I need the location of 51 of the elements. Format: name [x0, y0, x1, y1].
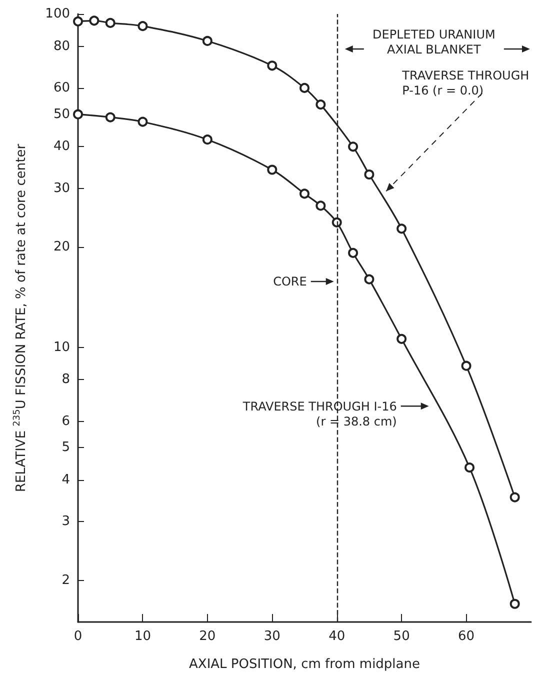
point [202, 134, 212, 145]
annotation: CORE [273, 274, 307, 289]
annotation: DEPLETED URANIUM AXIAL BLANKET [372, 28, 496, 56]
x-tick-label: 60 [458, 629, 475, 644]
y-tick-label: 5 [62, 440, 70, 456]
point [348, 248, 358, 258]
annotation: TRAVERSE THROUGH I-16 (r = 38.8 cm) [242, 400, 397, 429]
x-tick-label: 50 [393, 629, 410, 644]
point [316, 200, 326, 211]
point [138, 21, 148, 32]
y-tick-label: 6 [62, 414, 70, 429]
point [105, 18, 116, 28]
y-tick-label: 8 [62, 372, 70, 388]
point [300, 188, 310, 199]
point [267, 60, 278, 71]
y-tick-label: 100 [45, 6, 70, 22]
y-tick-label: 3 [62, 514, 70, 530]
x-tick-label: 20 [199, 629, 216, 644]
x-axis-title: AXIAL POSITION, cm from midplane [189, 657, 420, 672]
point [510, 492, 520, 502]
point [300, 82, 310, 93]
y-tick-label: 4 [62, 472, 70, 488]
point [73, 109, 83, 120]
y-tick-label: 40 [53, 139, 70, 154]
point [316, 100, 326, 110]
x-tick-label: 0 [74, 629, 82, 644]
point [510, 598, 520, 609]
y-tick-label: 30 [53, 180, 70, 196]
point [364, 170, 374, 180]
point [396, 334, 407, 344]
point [364, 274, 374, 284]
x-tick-label: 10 [134, 629, 151, 644]
annotation: TRAVERSE THROUGH P-16 (r = 0.0) [401, 68, 530, 98]
point [461, 360, 472, 371]
y-axis-title: RELATIVE 235U FISSION RATE, % of rate at core center [12, 143, 29, 492]
point [138, 116, 148, 127]
point [202, 36, 212, 46]
y-tick-label: 20 [53, 240, 70, 254]
x-tick-label: 30 [264, 629, 280, 644]
point [89, 16, 100, 26]
y-tick-label: 60 [53, 80, 70, 96]
point [396, 224, 407, 234]
point [105, 112, 116, 122]
point [267, 164, 278, 175]
y-tick-label: 10 [53, 340, 70, 355]
y-tick-label: 80 [53, 38, 70, 54]
y-tick-label: 2 [62, 572, 70, 588]
point [348, 142, 358, 152]
x-tick-label: 40 [328, 629, 346, 644]
y-tick-label: 50 [53, 106, 70, 122]
point [464, 462, 475, 473]
